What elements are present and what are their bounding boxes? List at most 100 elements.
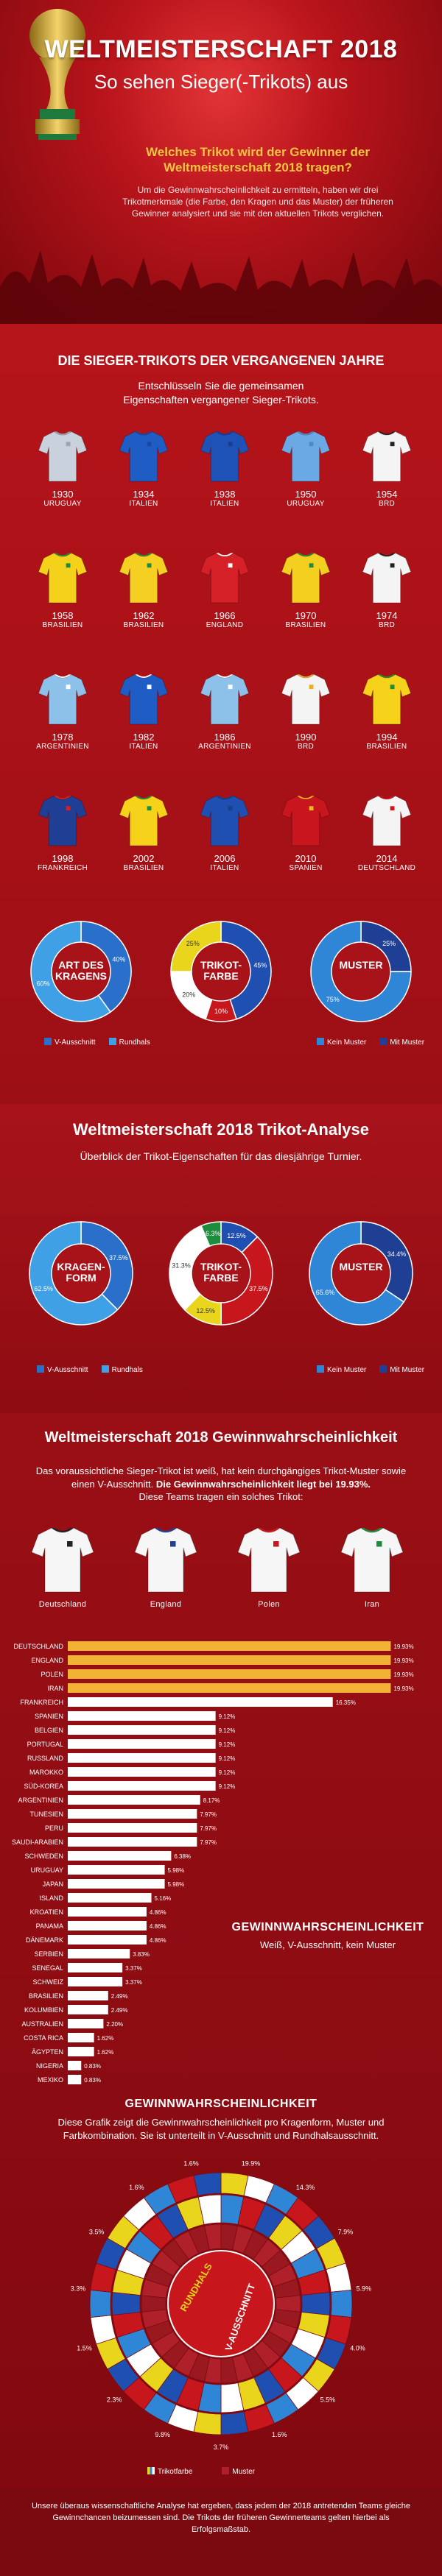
shirt-country: FRANKREICH (37, 864, 88, 872)
past-shirt-item: 2006 ITALIEN (192, 791, 258, 872)
hero-section: WELTMEISTERSCHAFT 2018 So sehen Sieger(-… (0, 0, 442, 324)
legend-item: Muster (222, 2467, 255, 2476)
shirt-year: 1954 (376, 489, 398, 500)
bar-category-label: BRASILIEN (29, 1992, 63, 2000)
donut-center-label: TRIKOT-FARBE (200, 1261, 242, 1284)
shirt-country: BRASILIEN (123, 864, 164, 872)
shirt-icon (134, 1527, 197, 1593)
radial-segment (204, 2223, 222, 2251)
bar-value-label: 16.35% (336, 1699, 356, 1706)
bar-category-label: SCHWEDEN (24, 1853, 63, 1860)
donut-slice (29, 1221, 119, 1326)
shirt-year: 1986 (214, 732, 236, 743)
team-shirt-item: Polen (228, 1524, 309, 1609)
shirt-year: 1958 (52, 610, 74, 621)
bar-value-label: 5.98% (168, 1867, 185, 1874)
past-pattern-legend: Kein Muster Mit Muster (317, 1038, 424, 1047)
shirt-country: BRASILIEN (366, 743, 407, 751)
shirt-icon (237, 1527, 301, 1593)
analysis-section: Weltmeisterschaft 2018 Trikot-Analyse Üb… (0, 1104, 442, 1413)
team-name: Polen (258, 1600, 280, 1609)
donut-slice-label: 34.4% (387, 1250, 407, 1258)
past-shirt-item: 1974 BRD (354, 548, 420, 629)
bar-category-label: ÄGYPTEN (32, 2048, 63, 2056)
shirt-country: ITALIEN (210, 500, 239, 508)
shirt-country: BRD (378, 621, 395, 629)
donut-chart: 45% 10% 20% 25% (170, 921, 272, 1022)
shirt-year: 1974 (376, 610, 398, 621)
past-shirt-item: 1982 ITALIEN (110, 670, 177, 751)
radial-segment (89, 2289, 112, 2318)
radial-outer-label: 1.6% (272, 2431, 287, 2438)
prob-desc-c: Diese Teams tragen ein solches Trikot: (138, 1491, 304, 1503)
bar-value-label: 7.97% (200, 1811, 217, 1818)
bar (68, 1711, 216, 1721)
shirt-icon (119, 673, 169, 725)
probability-section: Weltmeisterschaft 2018 Gewinnwahrscheinl… (0, 1413, 442, 2488)
bar (68, 1823, 197, 1833)
bar-category-label: KROATIEN (30, 1908, 63, 1916)
donut-slice-label: 12.5% (196, 1307, 215, 1314)
team-name: Iran (364, 1600, 380, 1609)
bar-value-label: 3.37% (125, 1979, 142, 1986)
shirt-icon (200, 431, 250, 482)
bar (68, 2061, 82, 2070)
bar-category-label: ISLAND (39, 1894, 63, 1902)
bar-category-label: BELGIEN (35, 1727, 63, 1734)
bar-category-label: DÄNEMARK (26, 1936, 63, 1944)
bar-category-label: JAPAN (43, 1880, 63, 1888)
team-name: England (150, 1600, 182, 1609)
bar (68, 1767, 216, 1777)
bar (68, 1949, 130, 1958)
bar (68, 1739, 216, 1749)
past-winners-section: DIE SIEGER-TRIKOTS DER VERGANGENEN JAHRE… (0, 324, 442, 1104)
legend-item: Rundhals (101, 1365, 143, 1374)
bar (68, 1977, 123, 1986)
past-shirt-item: 1994 BRASILIEN (354, 670, 420, 751)
bar-value-label: 9.12% (219, 1783, 236, 1790)
bar-category-label: MEXIKO (38, 2076, 63, 2084)
shirt-country: BRASILIEN (123, 621, 164, 629)
bar (68, 1655, 391, 1665)
donut-center-label: MUSTER (339, 959, 383, 971)
bar-category-label: SERBIEN (34, 1950, 63, 1958)
shirt-year: 1970 (295, 610, 317, 621)
shirt-year: 1982 (133, 732, 155, 743)
shirt-year: 1930 (52, 489, 74, 500)
legend-item: Rundhals (108, 1038, 150, 1047)
donut-slice-label: 40% (112, 955, 125, 963)
shirt-icon (31, 1527, 94, 1593)
bar-category-label: ENGLAND (31, 1657, 63, 1664)
bar-value-label: 3.83% (133, 1951, 150, 1958)
footer-text: Unsere überaus wissenschaftliche Analyse… (31, 2502, 411, 2534)
bar (68, 1669, 391, 1679)
shirt-icon (340, 1527, 404, 1593)
shirt-country: BRASILIEN (42, 621, 83, 629)
bar-value-label: 7.97% (200, 1839, 217, 1846)
donut-slice (220, 1236, 273, 1326)
team-shirt-item: England (125, 1524, 206, 1609)
past-shirt-item: 1966 ENGLAND (192, 548, 258, 629)
donut-slice (220, 921, 272, 1020)
radial-outer-label: 7.9% (338, 2229, 354, 2236)
past-shirt-item: 2010 SPANIEN (273, 791, 339, 872)
hero-question: Welches Trikot wird der Gewinner der Wel… (146, 145, 370, 175)
crowd-silhouette (0, 250, 442, 324)
radial-legend: Trikotfarbe Muster (147, 2467, 255, 2476)
radial-outer-label: 1.6% (129, 2184, 144, 2191)
bar-value-label: 19.93% (393, 1685, 413, 1692)
bar-value-label: 6.38% (174, 1853, 191, 1860)
prob-desc-b: Die Gewinnwahrscheinlichkeit liegt bei 1… (155, 1478, 371, 1490)
donut-slice (80, 921, 132, 1013)
shirt-icon (119, 552, 169, 604)
bar-value-label: 4.86% (150, 1937, 166, 1944)
bar (68, 1879, 165, 1889)
bar-value-label: 19.93% (393, 1657, 413, 1664)
bar (68, 1641, 391, 1651)
bar (68, 1753, 216, 1763)
bar (68, 1851, 172, 1861)
legend-item: V-Ausschnitt (37, 1365, 88, 1374)
donut-slice (170, 921, 222, 972)
donut-slice-label: 25% (382, 940, 396, 947)
bar-value-label: 5.16% (155, 1895, 172, 1902)
